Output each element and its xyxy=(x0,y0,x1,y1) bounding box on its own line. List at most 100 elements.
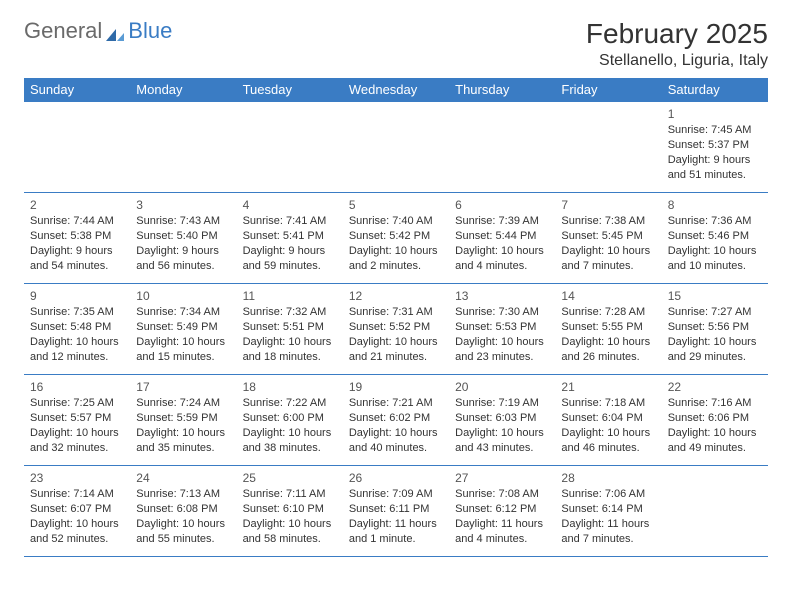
day-number: 22 xyxy=(668,379,762,395)
day-number: 11 xyxy=(243,288,337,304)
day-number: 28 xyxy=(561,470,655,486)
day-number: 13 xyxy=(455,288,549,304)
day-info: Sunrise: 7:44 AMSunset: 5:38 PMDaylight:… xyxy=(30,214,124,273)
calendar-cell: 4Sunrise: 7:41 AMSunset: 5:41 PMDaylight… xyxy=(237,193,343,284)
calendar-cell xyxy=(449,102,555,193)
table-row: 2Sunrise: 7:44 AMSunset: 5:38 PMDaylight… xyxy=(24,193,768,284)
day-number: 3 xyxy=(136,197,230,213)
calendar-cell: 3Sunrise: 7:43 AMSunset: 5:40 PMDaylight… xyxy=(130,193,236,284)
calendar-cell: 5Sunrise: 7:40 AMSunset: 5:42 PMDaylight… xyxy=(343,193,449,284)
calendar-cell: 6Sunrise: 7:39 AMSunset: 5:44 PMDaylight… xyxy=(449,193,555,284)
sail-icon xyxy=(104,23,126,39)
calendar-cell: 19Sunrise: 7:21 AMSunset: 6:02 PMDayligh… xyxy=(343,375,449,466)
calendar-head: SundayMondayTuesdayWednesdayThursdayFrid… xyxy=(24,78,768,102)
day-info: Sunrise: 7:38 AMSunset: 5:45 PMDaylight:… xyxy=(561,214,655,273)
calendar-cell: 17Sunrise: 7:24 AMSunset: 5:59 PMDayligh… xyxy=(130,375,236,466)
day-info: Sunrise: 7:25 AMSunset: 5:57 PMDaylight:… xyxy=(30,396,124,455)
day-number: 14 xyxy=(561,288,655,304)
day-info: Sunrise: 7:14 AMSunset: 6:07 PMDaylight:… xyxy=(30,487,124,546)
day-number: 8 xyxy=(668,197,762,213)
calendar-cell: 20Sunrise: 7:19 AMSunset: 6:03 PMDayligh… xyxy=(449,375,555,466)
day-number: 9 xyxy=(30,288,124,304)
day-info: Sunrise: 7:41 AMSunset: 5:41 PMDaylight:… xyxy=(243,214,337,273)
page-header: General Blue February 2025 Stellanello, … xyxy=(24,18,768,70)
day-number: 24 xyxy=(136,470,230,486)
day-info: Sunrise: 7:19 AMSunset: 6:03 PMDaylight:… xyxy=(455,396,549,455)
col-header-sunday: Sunday xyxy=(24,78,130,102)
day-number: 5 xyxy=(349,197,443,213)
col-header-saturday: Saturday xyxy=(662,78,768,102)
day-number: 1 xyxy=(668,106,762,122)
calendar-cell: 8Sunrise: 7:36 AMSunset: 5:46 PMDaylight… xyxy=(662,193,768,284)
day-number: 7 xyxy=(561,197,655,213)
day-number: 23 xyxy=(30,470,124,486)
calendar-page: General Blue February 2025 Stellanello, … xyxy=(0,0,792,612)
table-row: 16Sunrise: 7:25 AMSunset: 5:57 PMDayligh… xyxy=(24,375,768,466)
day-number: 17 xyxy=(136,379,230,395)
day-number: 27 xyxy=(455,470,549,486)
page-title: February 2025 xyxy=(586,18,768,50)
day-number: 18 xyxy=(243,379,337,395)
table-row: 23Sunrise: 7:14 AMSunset: 6:07 PMDayligh… xyxy=(24,466,768,557)
day-info: Sunrise: 7:35 AMSunset: 5:48 PMDaylight:… xyxy=(30,305,124,364)
calendar-cell: 16Sunrise: 7:25 AMSunset: 5:57 PMDayligh… xyxy=(24,375,130,466)
calendar-cell: 2Sunrise: 7:44 AMSunset: 5:38 PMDaylight… xyxy=(24,193,130,284)
day-number: 2 xyxy=(30,197,124,213)
calendar-cell xyxy=(662,466,768,557)
day-info: Sunrise: 7:27 AMSunset: 5:56 PMDaylight:… xyxy=(668,305,762,364)
day-info: Sunrise: 7:13 AMSunset: 6:08 PMDaylight:… xyxy=(136,487,230,546)
col-header-friday: Friday xyxy=(555,78,661,102)
day-info: Sunrise: 7:39 AMSunset: 5:44 PMDaylight:… xyxy=(455,214,549,273)
calendar-cell: 9Sunrise: 7:35 AMSunset: 5:48 PMDaylight… xyxy=(24,284,130,375)
logo-text-general: General xyxy=(24,18,102,44)
calendar-cell: 18Sunrise: 7:22 AMSunset: 6:00 PMDayligh… xyxy=(237,375,343,466)
calendar-cell xyxy=(237,102,343,193)
day-info: Sunrise: 7:45 AMSunset: 5:37 PMDaylight:… xyxy=(668,123,762,182)
calendar-cell: 22Sunrise: 7:16 AMSunset: 6:06 PMDayligh… xyxy=(662,375,768,466)
calendar-cell xyxy=(343,102,449,193)
day-number: 25 xyxy=(243,470,337,486)
day-info: Sunrise: 7:09 AMSunset: 6:11 PMDaylight:… xyxy=(349,487,443,546)
calendar-cell xyxy=(24,102,130,193)
day-info: Sunrise: 7:16 AMSunset: 6:06 PMDaylight:… xyxy=(668,396,762,455)
calendar-cell: 14Sunrise: 7:28 AMSunset: 5:55 PMDayligh… xyxy=(555,284,661,375)
calendar-cell: 15Sunrise: 7:27 AMSunset: 5:56 PMDayligh… xyxy=(662,284,768,375)
calendar-cell: 24Sunrise: 7:13 AMSunset: 6:08 PMDayligh… xyxy=(130,466,236,557)
calendar-cell: 26Sunrise: 7:09 AMSunset: 6:11 PMDayligh… xyxy=(343,466,449,557)
day-info: Sunrise: 7:08 AMSunset: 6:12 PMDaylight:… xyxy=(455,487,549,546)
day-info: Sunrise: 7:28 AMSunset: 5:55 PMDaylight:… xyxy=(561,305,655,364)
day-info: Sunrise: 7:22 AMSunset: 6:00 PMDaylight:… xyxy=(243,396,337,455)
day-info: Sunrise: 7:06 AMSunset: 6:14 PMDaylight:… xyxy=(561,487,655,546)
day-info: Sunrise: 7:34 AMSunset: 5:49 PMDaylight:… xyxy=(136,305,230,364)
day-number: 19 xyxy=(349,379,443,395)
calendar-cell: 23Sunrise: 7:14 AMSunset: 6:07 PMDayligh… xyxy=(24,466,130,557)
calendar-cell: 11Sunrise: 7:32 AMSunset: 5:51 PMDayligh… xyxy=(237,284,343,375)
day-number: 6 xyxy=(455,197,549,213)
day-number: 4 xyxy=(243,197,337,213)
location-label: Stellanello, Liguria, Italy xyxy=(586,52,768,70)
calendar-cell: 27Sunrise: 7:08 AMSunset: 6:12 PMDayligh… xyxy=(449,466,555,557)
calendar-body: 1Sunrise: 7:45 AMSunset: 5:37 PMDaylight… xyxy=(24,102,768,557)
calendar-cell xyxy=(555,102,661,193)
logo-text-blue: Blue xyxy=(128,18,172,44)
calendar-cell: 28Sunrise: 7:06 AMSunset: 6:14 PMDayligh… xyxy=(555,466,661,557)
day-info: Sunrise: 7:11 AMSunset: 6:10 PMDaylight:… xyxy=(243,487,337,546)
calendar-cell: 1Sunrise: 7:45 AMSunset: 5:37 PMDaylight… xyxy=(662,102,768,193)
col-header-wednesday: Wednesday xyxy=(343,78,449,102)
calendar-cell: 21Sunrise: 7:18 AMSunset: 6:04 PMDayligh… xyxy=(555,375,661,466)
calendar-cell: 7Sunrise: 7:38 AMSunset: 5:45 PMDaylight… xyxy=(555,193,661,284)
calendar-cell: 12Sunrise: 7:31 AMSunset: 5:52 PMDayligh… xyxy=(343,284,449,375)
day-number: 10 xyxy=(136,288,230,304)
day-info: Sunrise: 7:24 AMSunset: 5:59 PMDaylight:… xyxy=(136,396,230,455)
calendar-cell: 13Sunrise: 7:30 AMSunset: 5:53 PMDayligh… xyxy=(449,284,555,375)
day-info: Sunrise: 7:30 AMSunset: 5:53 PMDaylight:… xyxy=(455,305,549,364)
day-number: 26 xyxy=(349,470,443,486)
day-number: 12 xyxy=(349,288,443,304)
day-info: Sunrise: 7:40 AMSunset: 5:42 PMDaylight:… xyxy=(349,214,443,273)
day-info: Sunrise: 7:36 AMSunset: 5:46 PMDaylight:… xyxy=(668,214,762,273)
day-info: Sunrise: 7:18 AMSunset: 6:04 PMDaylight:… xyxy=(561,396,655,455)
day-info: Sunrise: 7:43 AMSunset: 5:40 PMDaylight:… xyxy=(136,214,230,273)
table-row: 9Sunrise: 7:35 AMSunset: 5:48 PMDaylight… xyxy=(24,284,768,375)
title-block: February 2025 Stellanello, Liguria, Ital… xyxy=(586,18,768,70)
day-info: Sunrise: 7:32 AMSunset: 5:51 PMDaylight:… xyxy=(243,305,337,364)
